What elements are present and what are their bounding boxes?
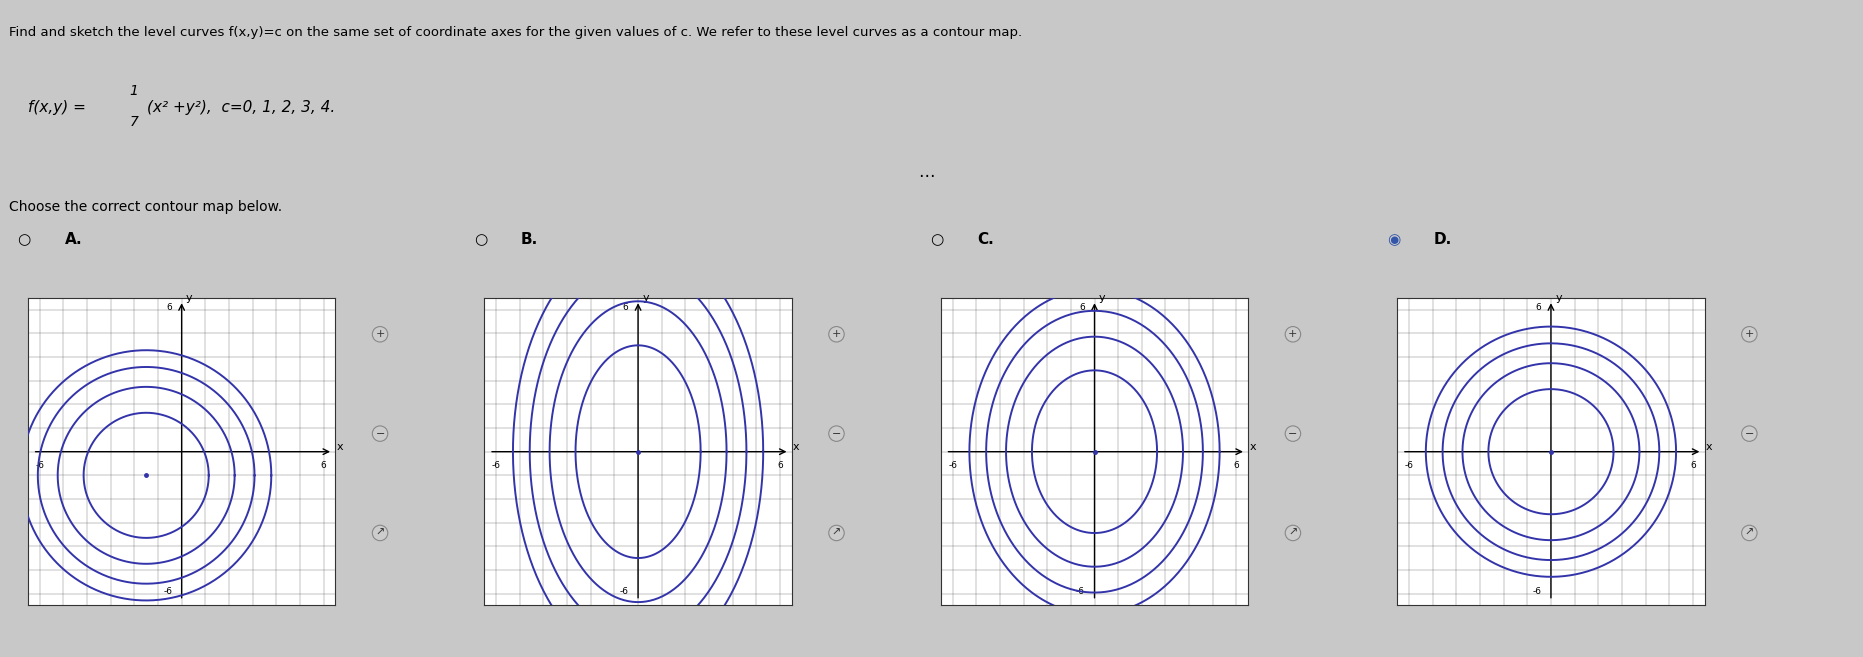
- Text: ◉: ◉: [1386, 232, 1401, 247]
- Text: 6: 6: [622, 303, 628, 312]
- Text: -6: -6: [620, 587, 628, 595]
- Circle shape: [373, 327, 388, 342]
- Text: +: +: [1744, 329, 1755, 339]
- Text: ↗: ↗: [1744, 528, 1755, 538]
- Text: 6: 6: [166, 303, 171, 312]
- Circle shape: [829, 426, 844, 442]
- Circle shape: [1285, 426, 1300, 442]
- Text: x: x: [794, 442, 799, 453]
- Text: 6: 6: [1079, 303, 1084, 312]
- Text: Choose the correct contour map below.: Choose the correct contour map below.: [9, 200, 283, 214]
- Text: -6: -6: [164, 587, 171, 595]
- Text: 6: 6: [320, 461, 326, 470]
- Text: x: x: [1707, 442, 1712, 453]
- Text: -6: -6: [35, 461, 45, 470]
- Text: −: −: [374, 428, 386, 439]
- Text: +: +: [1287, 329, 1299, 339]
- Circle shape: [829, 327, 844, 342]
- Text: B.: B.: [522, 232, 538, 247]
- Text: x: x: [337, 442, 343, 453]
- Text: (x² +y²),  c=0, 1, 2, 3, 4.: (x² +y²), c=0, 1, 2, 3, 4.: [147, 100, 335, 115]
- Circle shape: [1742, 525, 1757, 541]
- Text: -6: -6: [948, 461, 958, 470]
- Text: ○: ○: [930, 232, 945, 247]
- Text: −: −: [1287, 428, 1299, 439]
- Text: 6: 6: [1233, 461, 1239, 470]
- Text: y: y: [186, 293, 192, 303]
- Text: 6: 6: [1535, 303, 1541, 312]
- Text: ○: ○: [473, 232, 488, 247]
- Circle shape: [1742, 426, 1757, 442]
- Text: A.: A.: [65, 232, 82, 247]
- Text: ⋯: ⋯: [918, 167, 935, 185]
- Text: Find and sketch the level curves f(x,y)=c on the same set of coordinate axes for: Find and sketch the level curves f(x,y)=…: [9, 26, 1023, 39]
- Text: x: x: [1250, 442, 1256, 453]
- Text: 6: 6: [777, 461, 782, 470]
- Text: C.: C.: [978, 232, 995, 247]
- Text: f(x,y) =: f(x,y) =: [28, 100, 91, 115]
- Circle shape: [1285, 525, 1300, 541]
- Circle shape: [1285, 327, 1300, 342]
- Circle shape: [1742, 327, 1757, 342]
- Text: −: −: [831, 428, 842, 439]
- Circle shape: [373, 426, 388, 442]
- Text: 1: 1: [130, 84, 138, 99]
- Text: 7: 7: [130, 115, 138, 129]
- Text: -6: -6: [1533, 587, 1541, 595]
- Text: -6: -6: [1077, 587, 1084, 595]
- Text: +: +: [831, 329, 842, 339]
- Text: D.: D.: [1435, 232, 1451, 247]
- Text: -6: -6: [1405, 461, 1414, 470]
- Text: ↗: ↗: [374, 528, 386, 538]
- Text: y: y: [643, 293, 648, 303]
- Text: 6: 6: [1690, 461, 1695, 470]
- Text: -6: -6: [492, 461, 501, 470]
- Text: y: y: [1099, 293, 1105, 303]
- Text: −: −: [1744, 428, 1755, 439]
- Text: ↗: ↗: [1287, 528, 1299, 538]
- Circle shape: [829, 525, 844, 541]
- Text: ○: ○: [17, 232, 32, 247]
- Text: ↗: ↗: [831, 528, 842, 538]
- Circle shape: [373, 525, 388, 541]
- Text: +: +: [374, 329, 386, 339]
- Text: y: y: [1556, 293, 1561, 303]
